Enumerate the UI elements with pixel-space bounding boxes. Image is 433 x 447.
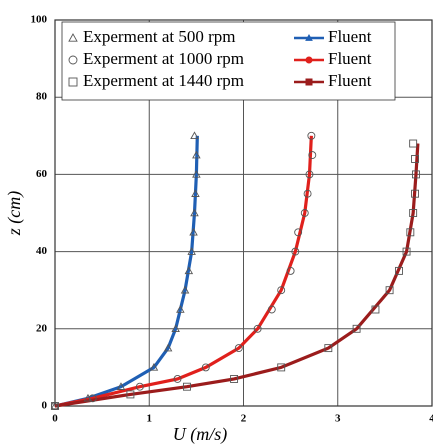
- experiment-point: [409, 139, 418, 148]
- legend-box: [61, 21, 396, 101]
- x-tick-label: 4: [429, 413, 433, 425]
- experiment-point: [184, 266, 194, 275]
- experiment-point: [411, 155, 419, 163]
- experiment-point: [192, 169, 201, 178]
- experiment-point: [149, 362, 159, 371]
- legend-label: Experment at 1440 rpm: [83, 71, 244, 90]
- experiment-point: [277, 286, 286, 295]
- experiment-point: [395, 266, 403, 275]
- x-tick-label: 1: [147, 413, 153, 425]
- plot-frame: [54, 19, 433, 407]
- experiment-point: [180, 285, 190, 294]
- experiment-point: [190, 131, 199, 140]
- x-axis-label: U (m/s): [173, 424, 228, 445]
- experiment-point: [234, 344, 243, 353]
- experiment-point: [191, 189, 200, 197]
- experiment-point: [190, 208, 199, 217]
- legend-marker: [68, 77, 78, 87]
- x-tick-label: 2: [241, 413, 247, 425]
- experiment-point: [352, 324, 361, 333]
- experiment-point: [176, 305, 185, 313]
- legend: Experment at 500 rpm Fluent Experment at 1…: [61, 21, 396, 101]
- legend-marker: [305, 78, 313, 86]
- experiment-point: [230, 375, 239, 383]
- x-tick-label: 0: [52, 413, 58, 425]
- y-tick-label: 100: [31, 14, 48, 26]
- experiment-point: [88, 394, 97, 403]
- y-axis-label: z (cm): [4, 191, 25, 236]
- experiment-point: [277, 363, 286, 372]
- experiment-point: [291, 247, 300, 256]
- experiment-point: [267, 305, 276, 314]
- y-tick-label: 20: [36, 322, 48, 334]
- experiment-point: [135, 382, 144, 391]
- experiment-point: [50, 401, 60, 410]
- y-tick-label: 0: [42, 400, 48, 412]
- experiment-point: [300, 209, 309, 217]
- experiment-point: [371, 305, 380, 314]
- experiment-point: [253, 324, 262, 333]
- experiment-point: [294, 228, 303, 237]
- experiment-point: [163, 343, 173, 352]
- experiment-point: [308, 151, 317, 160]
- legend-label: Fluent: [328, 49, 372, 68]
- legend-marker: [68, 33, 78, 42]
- y-tick-label: 80: [36, 91, 48, 103]
- experiment-point: [286, 266, 295, 275]
- legend-marker: [68, 55, 78, 65]
- legend-label: Experment at 500 rpm: [83, 27, 236, 46]
- experiment-point: [303, 189, 312, 198]
- legend-marker: [305, 56, 313, 64]
- experiment-point: [187, 247, 196, 255]
- experiment-point: [409, 209, 418, 217]
- experiment-point: [189, 227, 198, 236]
- y-tick-label: 40: [36, 245, 48, 257]
- experiment-point: [126, 390, 135, 399]
- experiment-point: [173, 375, 182, 383]
- fluent-line: [54, 135, 199, 408]
- x-tick-label: 3: [335, 413, 341, 425]
- experiment-point: [402, 247, 411, 256]
- experiment-point: [201, 363, 210, 372]
- legend-label: Fluent: [328, 27, 372, 46]
- y-tick-label: 60: [36, 168, 48, 180]
- experiment-point: [171, 324, 180, 333]
- legend-marker: [305, 33, 313, 41]
- experiment-point: [412, 170, 420, 179]
- experiment-point: [411, 189, 419, 198]
- fluent-line: [54, 143, 420, 408]
- fluent-line: [54, 135, 313, 408]
- experiment-point: [116, 382, 126, 390]
- experiment-point: [305, 170, 314, 179]
- experiment-point: [406, 228, 415, 237]
- experiment-point: [192, 150, 201, 159]
- experiment-point: [385, 286, 394, 295]
- legend-label: Fluent: [328, 71, 372, 90]
- experiment-point: [182, 382, 191, 391]
- experiment-point: [51, 402, 59, 410]
- experiment-point: [83, 393, 93, 402]
- legend-label: Experment at 1000 rpm: [83, 49, 244, 68]
- experiment-point: [324, 344, 333, 353]
- experiment-point: [307, 131, 316, 140]
